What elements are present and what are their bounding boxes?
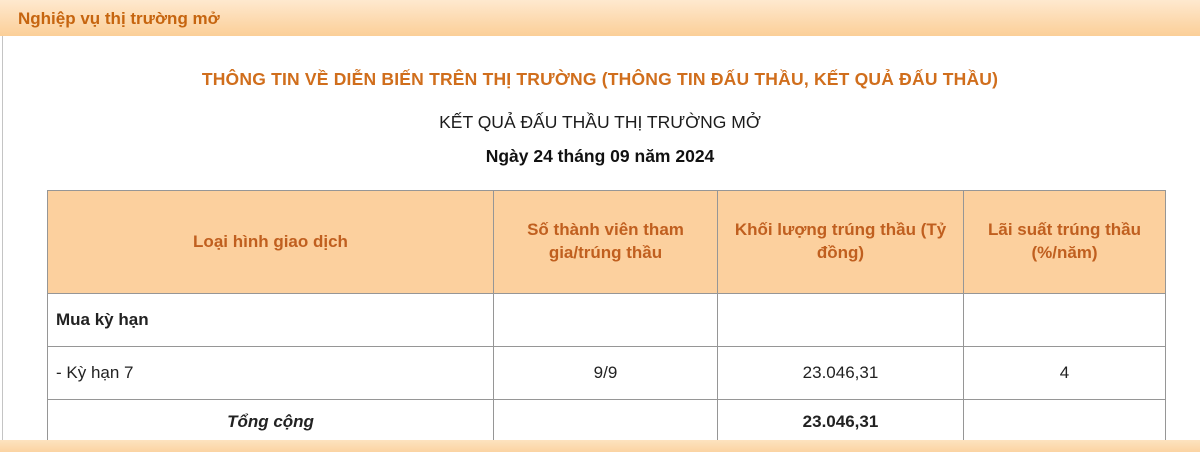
cell-group-volume <box>717 293 964 347</box>
page-title: THÔNG TIN VỀ DIỄN BIẾN TRÊN THỊ TRƯỜNG (… <box>201 69 999 89</box>
column-header-members: Số thành viên tham gia/trúng thầu <box>493 190 718 294</box>
table-row-term7: - Kỳ hạn 7 9/9 23.046,31 4 <box>47 346 1166 400</box>
footer-bar <box>0 440 1200 452</box>
column-header-rate: Lãi suất trúng thầu (%/năm) <box>963 190 1166 294</box>
table-row-total: Tổng cộng 23.046,31 <box>47 399 1166 445</box>
cell-term-rate: 4 <box>963 346 1166 400</box>
page-left-border <box>2 36 3 452</box>
cell-total-volume: 23.046,31 <box>717 399 964 445</box>
cell-term-volume: 23.046,31 <box>717 346 964 400</box>
cell-group-rate <box>963 293 1166 347</box>
table-row-group: Mua kỳ hạn <box>47 293 1166 347</box>
auction-results-table: Loại hình giao dịch Số thành viên tham g… <box>47 190 1166 445</box>
section-title-link[interactable]: Nghiệp vụ thị trường mở <box>18 9 220 28</box>
cell-total-rate <box>963 399 1166 445</box>
column-header-transaction-type: Loại hình giao dịch <box>47 190 494 294</box>
cell-group-label: Mua kỳ hạn <box>47 293 494 347</box>
cell-group-members <box>493 293 718 347</box>
cell-term-label: - Kỳ hạn 7 <box>47 346 494 400</box>
cell-total-members <box>493 399 718 445</box>
column-header-volume: Khối lượng trúng thầu (Tỷ đồng) <box>717 190 964 294</box>
report-date: Ngày 24 tháng 09 năm 2024 <box>485 146 715 166</box>
cell-term-members: 9/9 <box>493 346 718 400</box>
cell-total-label: Tổng cộng <box>47 399 494 445</box>
section-header-bar: Nghiệp vụ thị trường mở <box>0 0 1200 36</box>
page-subtitle: KẾT QUẢ ĐẤU THẦU THỊ TRƯỜNG MỞ <box>439 112 761 132</box>
table-header-row: Loại hình giao dịch Số thành viên tham g… <box>47 190 1166 294</box>
